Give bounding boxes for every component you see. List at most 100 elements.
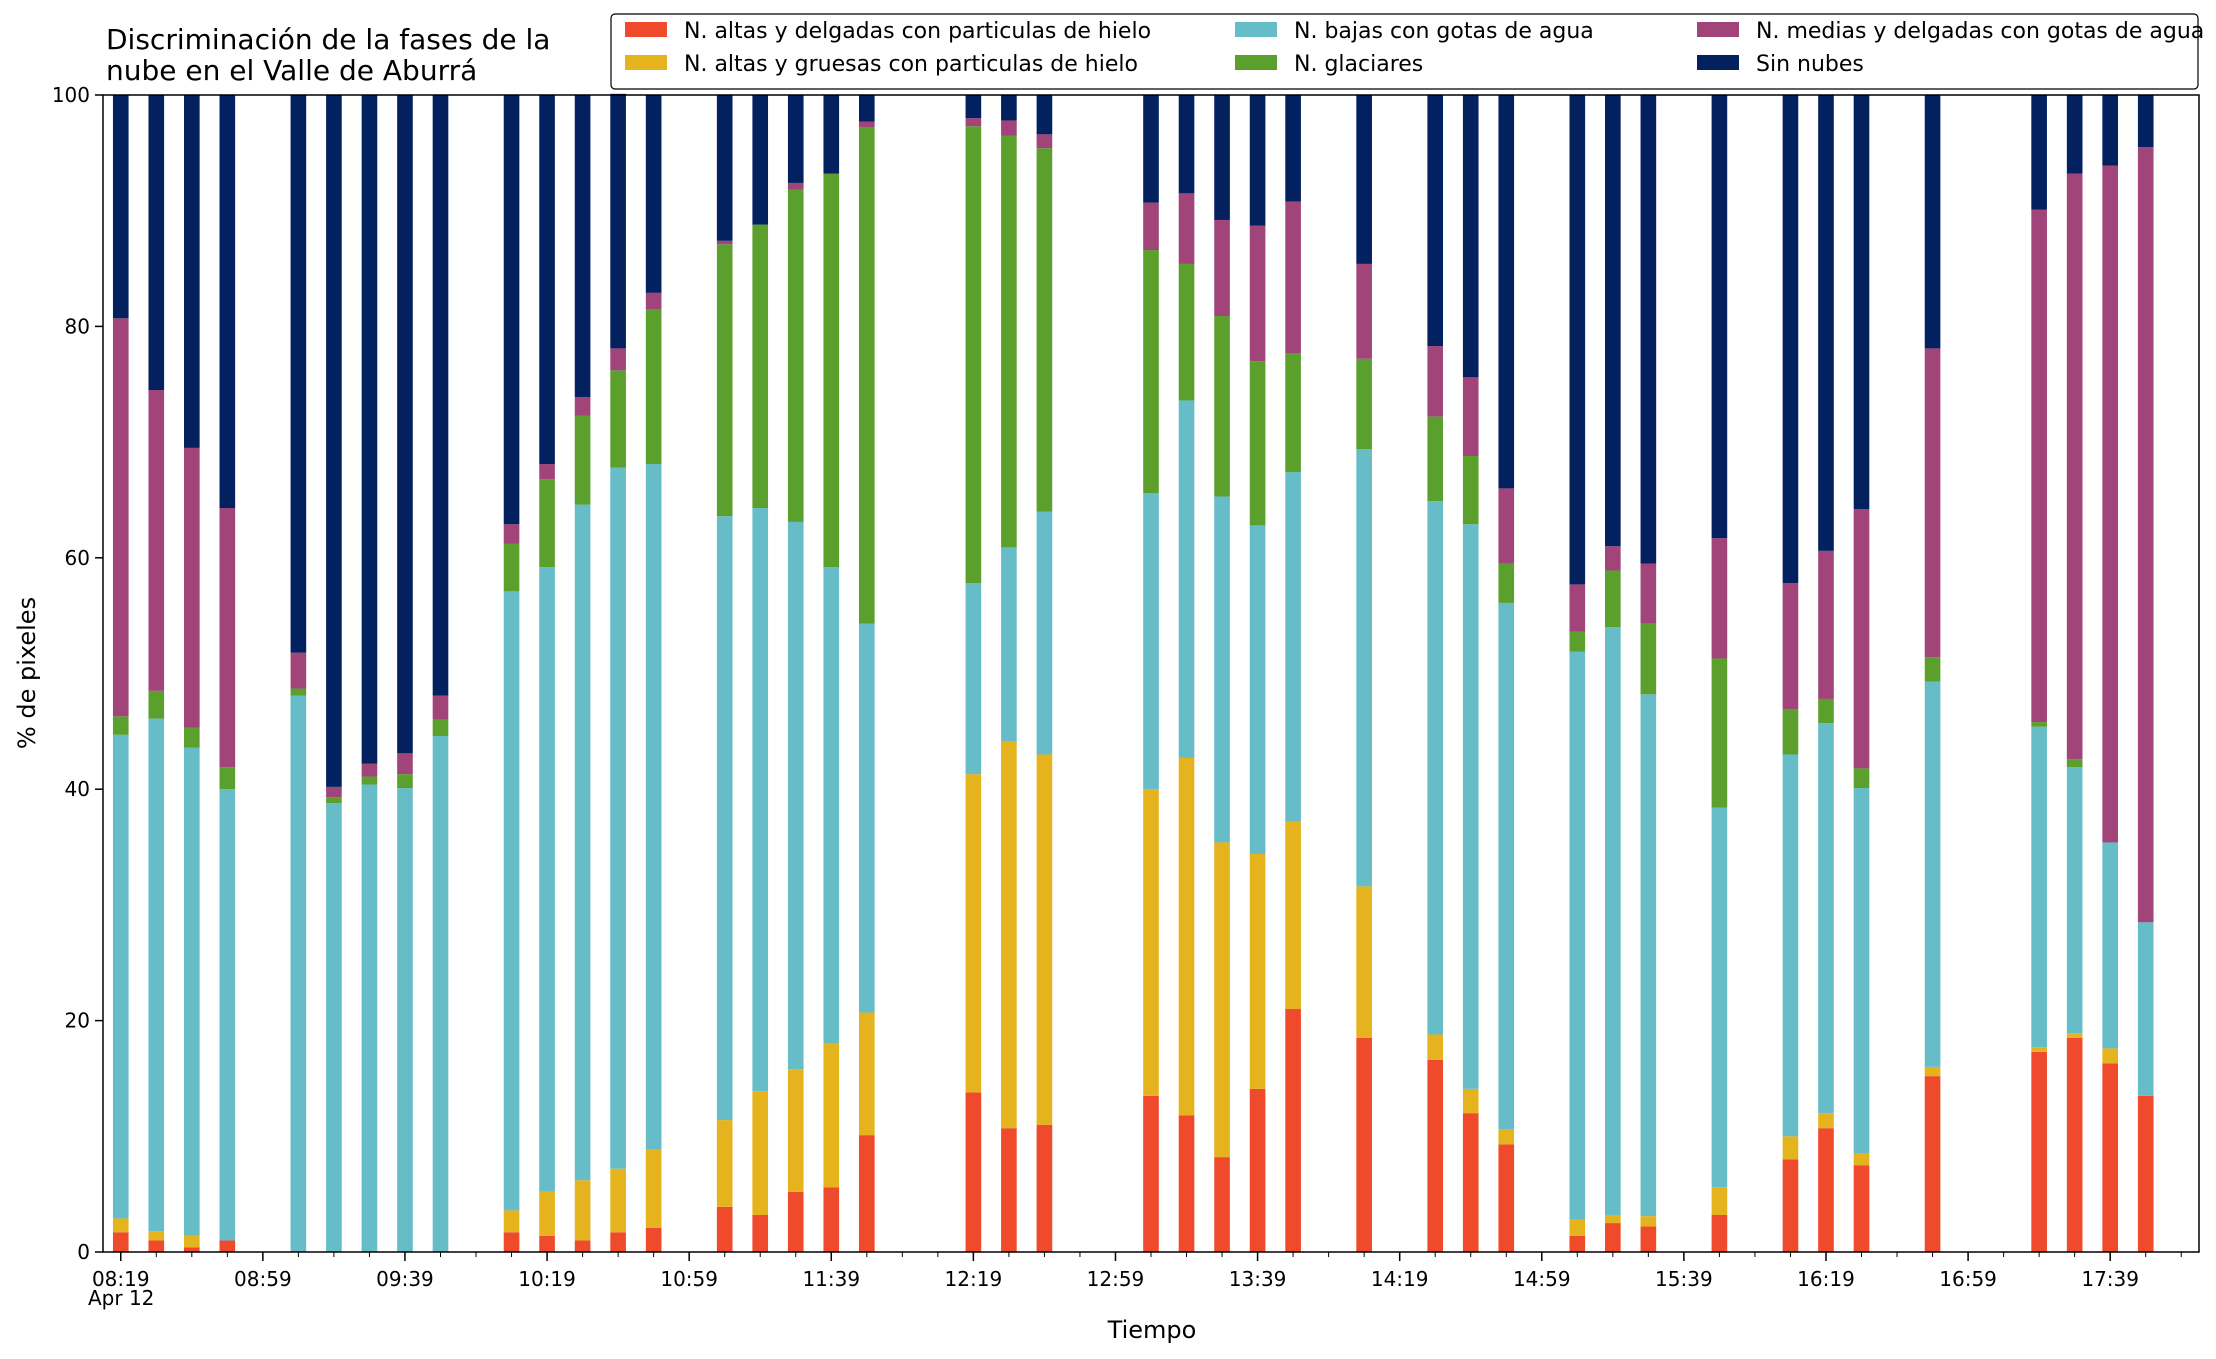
bar-segment-s5-1409 xyxy=(1356,95,1372,264)
bar-segment-s0-1509 xyxy=(1569,1235,1586,1252)
legend-label: N. altas y delgadas con particulas de hi… xyxy=(684,19,1151,44)
bar-segment-s2-1339 xyxy=(1249,525,1266,854)
bar-segment-s3-1509 xyxy=(1569,631,1586,652)
bar-segment-s5-1309 xyxy=(1143,95,1159,203)
bar-segment-s5-0909 xyxy=(290,95,307,653)
bar-segment-s5-1329 xyxy=(1214,95,1230,220)
bar-segment-s4-1019 xyxy=(539,464,555,480)
bar-segment-s0-1439 xyxy=(1462,1113,1479,1252)
bar-segment-s4-1219 xyxy=(965,118,982,127)
bar-segment-s1-1149 xyxy=(858,1012,875,1136)
bar-segment-s2-1449 xyxy=(1498,602,1515,1130)
bar-segment-s1-1649 xyxy=(1924,1066,1941,1077)
bar-segment-s5-1129 xyxy=(787,95,804,183)
bar-segment-s2-1529 xyxy=(1640,694,1657,1217)
bar-segment-s0-1519 xyxy=(1605,1223,1621,1252)
bar-segment-s1-1549 xyxy=(1711,1187,1728,1215)
bar-segment-s1-1309 xyxy=(1143,789,1159,1096)
bar-segment-s5-1719 xyxy=(2031,95,2047,210)
bar-segment-s5-0819 xyxy=(112,95,129,319)
bar-segment-s5-1339 xyxy=(1249,95,1266,226)
bar-segment-s4-1529 xyxy=(1640,563,1657,624)
bar-segment-s5-1109 xyxy=(716,95,733,241)
bar-segment-s0-1739 xyxy=(2102,1063,2118,1252)
bar-segment-s3-1529 xyxy=(1640,623,1657,695)
x-tick-label: 14:19 xyxy=(1371,1267,1429,1291)
bar-segment-s4-1609 xyxy=(1782,583,1799,710)
x-tick-label: 10:59 xyxy=(660,1267,718,1291)
bar-segment-s0-1229 xyxy=(1001,1128,1017,1252)
y-tick-label: 20 xyxy=(65,1009,90,1033)
bar-segment-s0-1049 xyxy=(645,1227,662,1252)
bar-segment-s2-0939 xyxy=(397,788,413,1252)
bar-segment-s2-1149 xyxy=(858,623,875,1013)
chart-title-line: Discriminación de la fases de la xyxy=(106,23,550,56)
bar-segment-s2-1109 xyxy=(716,516,733,1121)
bar-segment-s5-0839 xyxy=(184,95,200,448)
bar-segment-s1-1439 xyxy=(1462,1088,1479,1114)
y-tick-label: 40 xyxy=(65,777,90,801)
y-tick-label: 80 xyxy=(65,314,90,338)
bar-segment-s2-1009 xyxy=(503,591,520,1211)
bar-segment-s0-1549 xyxy=(1711,1214,1728,1252)
bar-segment-s0-1019 xyxy=(539,1235,555,1252)
bar-segment-s0-1329 xyxy=(1214,1157,1230,1252)
x-tick-label: 16:19 xyxy=(1797,1267,1855,1291)
bar-segment-s2-0819 xyxy=(112,734,129,1219)
bar-segment-s1-1019 xyxy=(539,1191,555,1236)
bar-segment-s1-0839 xyxy=(184,1235,200,1248)
bar-segment-s1-1119 xyxy=(752,1091,769,1215)
bar-segment-s2-0839 xyxy=(184,747,200,1236)
bar-segment-s2-1719 xyxy=(2031,726,2047,1048)
bar-segment-s2-1229 xyxy=(1001,547,1017,742)
bar-segment-s3-0839 xyxy=(184,727,200,748)
bar-segment-s5-1049 xyxy=(645,95,662,293)
bar-segment-s0-1129 xyxy=(787,1191,804,1252)
bar-segment-s5-0849 xyxy=(219,95,236,509)
bar-segment-s0-1119 xyxy=(752,1214,769,1252)
bar-segment-s1-1719 xyxy=(2031,1047,2047,1052)
bar-segment-s5-1149 xyxy=(858,95,875,122)
bar-segment-s4-0939 xyxy=(397,753,413,775)
bar-segment-s0-1409 xyxy=(1356,1037,1372,1252)
bar-segment-s3-1429 xyxy=(1427,416,1444,502)
bar-segment-s1-1739 xyxy=(2102,1048,2118,1064)
bar-segment-s1-1609 xyxy=(1782,1136,1799,1160)
bar-segment-s2-1729 xyxy=(2066,767,2083,1034)
bar-segment-s1-1509 xyxy=(1569,1219,1586,1236)
bar-segment-s2-1219 xyxy=(965,583,982,775)
legend-swatch xyxy=(1697,22,1739,37)
bar-segment-s2-0919 xyxy=(326,803,342,1252)
bar-segment-s0-1219 xyxy=(965,1092,982,1252)
legend-label: N. altas y gruesas con particulas de hie… xyxy=(684,52,1138,77)
bar-segment-s1-1109 xyxy=(716,1120,733,1207)
bar-segment-s0-1749 xyxy=(2137,1095,2154,1252)
x-axis-date-label: Apr 12 xyxy=(88,1286,154,1310)
bar-segment-s3-1019 xyxy=(539,479,555,568)
bar-segment-s5-1119 xyxy=(752,95,769,225)
bar-segment-s5-1319 xyxy=(1178,95,1195,194)
bar-segment-s5-1229 xyxy=(1001,95,1017,121)
bar-segment-s2-1749 xyxy=(2137,922,2154,1096)
bar-segment-s4-1519 xyxy=(1605,546,1621,571)
bar-segment-s4-1239 xyxy=(1036,134,1053,149)
bar-segment-s4-1109 xyxy=(716,240,733,245)
bar-segment-s3-1729 xyxy=(2066,759,2083,768)
bar-segment-s3-0949 xyxy=(432,719,449,736)
bar-segment-s4-0849 xyxy=(219,508,236,768)
x-tick-label: 09:39 xyxy=(376,1267,434,1291)
legend-swatch xyxy=(1697,55,1739,70)
x-tick-label: 08:19 xyxy=(92,1267,150,1291)
bar-segment-s3-1049 xyxy=(645,309,662,465)
bar-segment-s4-0829 xyxy=(148,390,165,691)
bar-segment-s3-1519 xyxy=(1605,570,1621,628)
bar-segment-s2-1439 xyxy=(1462,524,1479,1089)
bar-segment-s1-1129 xyxy=(787,1069,804,1192)
bar-segment-s4-1449 xyxy=(1498,488,1515,564)
legend-label: Sin nubes xyxy=(1756,52,1864,77)
bar-segment-s2-1319 xyxy=(1178,400,1195,758)
bar-segment-s2-1029 xyxy=(574,504,591,1181)
bar-segment-s3-1329 xyxy=(1214,315,1230,497)
bar-segment-s3-0939 xyxy=(397,774,413,789)
